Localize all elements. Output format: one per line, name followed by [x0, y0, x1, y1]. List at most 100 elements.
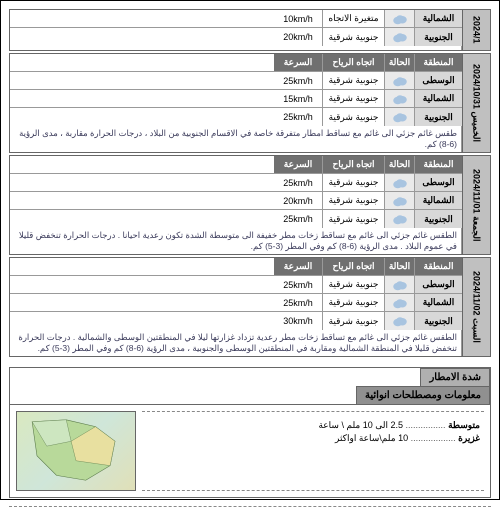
table-row: الجنوبية جنوبية شرقية 25km/h	[10, 210, 462, 228]
condition-cell	[384, 174, 414, 191]
winddir-cell: جنوبية شرقية	[322, 192, 384, 209]
winddir-cell: جنوبية شرقية	[322, 28, 384, 46]
forecast-description	[10, 46, 462, 50]
condition-cell	[384, 90, 414, 107]
data-rows: المنطقة الحالة اتجاه الرياح السرعة الوسط…	[10, 54, 462, 126]
header-winddir: اتجاه الرياح	[322, 54, 384, 71]
cloud-icon	[391, 195, 409, 207]
speed-cell: 25km/h	[274, 276, 322, 293]
winddir-cell: جنوبية شرقية	[322, 210, 384, 228]
speed-cell: 20km/h	[274, 28, 322, 46]
speed-cell: 25km/h	[274, 210, 322, 228]
winddir-cell: جنوبية شرقية	[322, 72, 384, 89]
condition-cell	[384, 276, 414, 293]
forecast-description: الطقس غائم جزئي الى غائم مع تساقط زخات م…	[10, 330, 462, 356]
header-condition: الحالة	[384, 258, 414, 275]
cloud-icon	[391, 297, 409, 309]
table-header-row: المنطقة الحالة اتجاه الرياح السرعة	[10, 258, 462, 276]
info-line-moderate-val: 2.5 الى 10 ملم \ ساعة	[318, 420, 403, 430]
condition-cell	[384, 108, 414, 126]
info-line-heavy: غزيرة .................. 10 ملم\ساعة اوا…	[146, 433, 480, 444]
data-rows: الشمالية متغيرة الاتجاه 10km/h الجنوبية …	[10, 10, 462, 46]
condition-cell	[384, 72, 414, 89]
region-cell: الشمالية	[414, 90, 462, 107]
region-cell: الجنوبية	[414, 28, 462, 46]
winddir-cell: جنوبية شرقية	[322, 174, 384, 191]
condition-cell	[384, 192, 414, 209]
header-region: المنطقة	[414, 54, 462, 71]
condition-cell	[384, 294, 414, 311]
header-speed: السرعة	[274, 258, 322, 275]
info-line-heavy-val: 10 ملم\ساعة اواكثر	[335, 433, 408, 443]
condition-cell	[384, 28, 414, 46]
date-column: الخميس 2024/10/31	[462, 54, 490, 152]
header-condition: الحالة	[384, 156, 414, 173]
cloud-icon	[391, 75, 409, 87]
forecast-block: 2024/1 الشمالية متغيرة الاتجاه 10km/h ال…	[9, 9, 491, 51]
table-row: الشمالية جنوبية شرقية 15km/h	[10, 90, 462, 108]
cloud-icon	[391, 13, 409, 25]
info-body: متوسطة ................ 2.5 الى 10 ملم \…	[10, 404, 490, 497]
header-speed: السرعة	[274, 156, 322, 173]
speed-cell: 25km/h	[274, 108, 322, 126]
region-cell: الوسطى	[414, 276, 462, 293]
cloud-icon	[391, 315, 409, 327]
data-rows: المنطقة الحالة اتجاه الرياح السرعة الوسط…	[10, 258, 462, 330]
dots: ................	[403, 420, 446, 430]
table-header-row: المنطقة الحالة اتجاه الرياح السرعة	[10, 54, 462, 72]
rows-column: المنطقة الحالة اتجاه الرياح السرعة الوسط…	[10, 258, 462, 356]
header-region: المنطقة	[414, 156, 462, 173]
cloud-icon	[391, 111, 409, 123]
forecast-description: طقس غائم جزئي الى غائم مع تساقط امطار مت…	[10, 126, 462, 152]
speed-cell: 25km/h	[274, 294, 322, 311]
info-line-moderate: متوسطة ................ 2.5 الى 10 ملم \…	[146, 420, 480, 431]
info-header-2: معلومات ومصطلحات انوائية	[10, 386, 490, 404]
region-cell: الجنوبية	[414, 210, 462, 228]
winddir-cell: جنوبية شرقية	[322, 108, 384, 126]
cloud-icon	[391, 177, 409, 189]
speed-cell: 20km/h	[274, 192, 322, 209]
cloud-icon	[391, 31, 409, 43]
date-column: الجمعة 2024/11/01	[462, 156, 490, 254]
header-winddir: اتجاه الرياح	[322, 156, 384, 173]
speed-cell: 25km/h	[274, 72, 322, 89]
info-line-heavy-label: غزيرة	[458, 433, 480, 443]
region-cell: الوسطى	[414, 174, 462, 191]
region-cell: الوسطى	[414, 72, 462, 89]
info-tab-terms: معلومات ومصطلحات انوائية	[356, 386, 490, 404]
table-row: الجنوبية جنوبية شرقية 25km/h	[10, 108, 462, 126]
data-rows: المنطقة الحالة اتجاه الرياح السرعة الوسط…	[10, 156, 462, 228]
region-cell: الشمالية	[414, 192, 462, 209]
region-cell: الشمالية	[414, 10, 462, 27]
rows-column: الشمالية متغيرة الاتجاه 10km/h الجنوبية …	[10, 10, 462, 50]
cloud-icon	[391, 213, 409, 225]
speed-cell: 15km/h	[274, 90, 322, 107]
table-row: الجنوبية جنوبية شرقية 30km/h	[10, 312, 462, 330]
speed-cell: 25km/h	[274, 174, 322, 191]
condition-cell	[384, 210, 414, 228]
date-column: السبت 2024/11/02	[462, 258, 490, 356]
info-text: متوسطة ................ 2.5 الى 10 ملم \…	[142, 411, 484, 491]
info-section: شدة الامطار معلومات ومصطلحات انوائية متو…	[9, 367, 491, 498]
info-line-moderate-label: متوسطة	[448, 420, 480, 430]
header-condition: الحالة	[384, 54, 414, 71]
condition-cell	[384, 312, 414, 330]
winddir-cell: جنوبية شرقية	[322, 294, 384, 311]
header-winddir: اتجاه الرياح	[322, 258, 384, 275]
info-header: شدة الامطار	[10, 368, 490, 386]
region-cell: الجنوبية	[414, 312, 462, 330]
info-tab-intensity: شدة الامطار	[420, 368, 490, 386]
table-header-row: المنطقة الحالة اتجاه الرياح السرعة	[10, 156, 462, 174]
winddir-cell: جنوبية شرقية	[322, 312, 384, 330]
region-cell: الجنوبية	[414, 108, 462, 126]
winddir-cell: متغيرة الاتجاه	[322, 10, 384, 27]
table-row: الوسطى جنوبية شرقية 25km/h	[10, 72, 462, 90]
forecast-block: الجمعة 2024/11/01 المنطقة الحالة اتجاه ا…	[9, 155, 491, 255]
table-row: الشمالية متغيرة الاتجاه 10km/h	[10, 10, 462, 28]
winddir-cell: جنوبية شرقية	[322, 90, 384, 107]
table-row: الجنوبية جنوبية شرقية 20km/h	[10, 28, 462, 46]
date-column: 2024/1	[462, 10, 490, 50]
table-row: الوسطى جنوبية شرقية 25km/h	[10, 276, 462, 294]
header-speed: السرعة	[274, 54, 322, 71]
table-row: الوسطى جنوبية شرقية 25km/h	[10, 174, 462, 192]
